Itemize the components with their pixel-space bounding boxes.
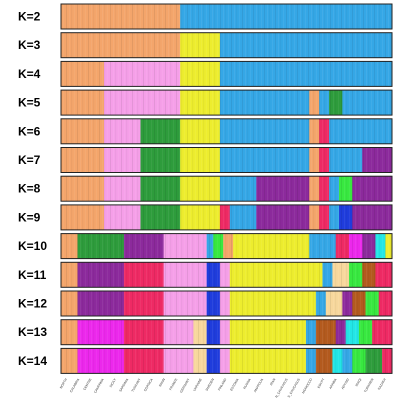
panel-frame <box>60 319 393 346</box>
panel-frame <box>60 60 393 87</box>
panel-frame <box>60 347 393 374</box>
population-label: CENTRE <box>82 378 92 391</box>
population-label: GERMANY <box>179 377 191 394</box>
bar-texture <box>61 319 392 345</box>
panel-k6: K=6 <box>18 118 393 145</box>
panel-k4: K=4 <box>18 60 393 87</box>
panels-group: K=2 K=3 K=4 K=5 K=6 K=7 K=8 K=9 K=10 K=11 K=12 K=13… <box>18 3 393 374</box>
panel-k3: K=3 <box>18 32 393 59</box>
k-label: K=8 <box>18 182 41 196</box>
population-label: TURKMEN <box>363 377 375 393</box>
population-label: SICILY <box>109 377 118 388</box>
population-label: NORTH <box>59 377 68 389</box>
population-label: ANATOLIA <box>253 377 265 393</box>
population-label: UKRAINE <box>192 378 203 392</box>
bar-texture <box>61 90 392 116</box>
bar-texture <box>61 233 392 259</box>
k-label: K=9 <box>18 210 41 224</box>
k-label: K=6 <box>18 124 41 138</box>
population-label: CALABRIA <box>69 377 81 393</box>
bar-texture <box>61 204 392 230</box>
bar-texture <box>61 348 392 374</box>
panel-k14: K=14 <box>18 347 393 374</box>
population-label: EGYPT <box>317 378 326 389</box>
panel-k7: K=7 <box>18 147 393 173</box>
panel-k5: K=5 <box>18 89 393 116</box>
population-label: FRANCE <box>168 378 178 391</box>
population-label: ESTONIA <box>229 377 240 392</box>
panel-frame <box>60 89 393 116</box>
population-label: FINLAND <box>217 377 228 391</box>
panel-frame <box>60 233 393 260</box>
population-label: SPAIN <box>158 377 166 388</box>
k-label: K=2 <box>18 10 41 24</box>
panel-k9: K=9 <box>18 204 393 231</box>
panel-frame <box>60 3 393 30</box>
bar-texture <box>61 262 392 288</box>
population-label: ADYGEI <box>340 378 350 391</box>
bar-texture <box>61 118 392 144</box>
population-label: ARABIA <box>328 377 338 390</box>
k-label: K=13 <box>18 325 47 339</box>
k-label: K=5 <box>18 96 41 110</box>
bar-texture <box>61 176 392 202</box>
k-label: K=14 <box>18 354 47 368</box>
population-labels-group: NORTH CALABRIA CENTRE CAMPANIA SICILY SARDINI… <box>59 377 387 399</box>
population-label: SWEDEN <box>205 377 216 392</box>
population-label: TUSCANY <box>130 377 142 393</box>
population-label: IRAN <box>269 377 277 386</box>
panel-frame <box>60 261 393 288</box>
k-label: K=3 <box>18 38 41 52</box>
panel-frame <box>60 204 393 231</box>
panel-k2: K=2 <box>18 3 393 30</box>
bar-texture <box>61 147 392 173</box>
k-label: K=7 <box>18 153 41 167</box>
population-label: MOROCCO <box>301 377 313 394</box>
k-label: K=10 <box>18 239 47 253</box>
panel-frame <box>60 147 393 173</box>
bar-texture <box>61 32 392 58</box>
panel-frame <box>60 118 393 145</box>
panel-k8: K=8 <box>18 175 393 202</box>
panel-k12: K=12 <box>18 290 393 317</box>
population-label: S_CAUCASUS <box>287 378 301 399</box>
population-label: RUSSIA <box>242 377 252 390</box>
population-label: SARDINIA <box>118 377 129 393</box>
population-label: KAZAKH <box>377 377 387 391</box>
k-label: K=11 <box>18 268 47 282</box>
bar-texture <box>61 291 392 316</box>
panel-k11: K=11 <box>18 261 393 288</box>
bar-texture <box>61 61 392 87</box>
panel-frame <box>60 175 393 202</box>
population-label: IRAQI <box>354 378 362 388</box>
panel-k10: K=10 <box>18 233 393 260</box>
population-label: CAMPANIA <box>93 377 105 394</box>
k-label: K=12 <box>18 297 47 311</box>
panel-frame <box>60 290 393 317</box>
panel-frame <box>60 32 393 59</box>
population-label: CORSICA <box>143 377 154 392</box>
panel-k13: K=13 <box>18 319 393 346</box>
k-label: K=4 <box>18 67 41 81</box>
bar-texture <box>61 4 392 29</box>
